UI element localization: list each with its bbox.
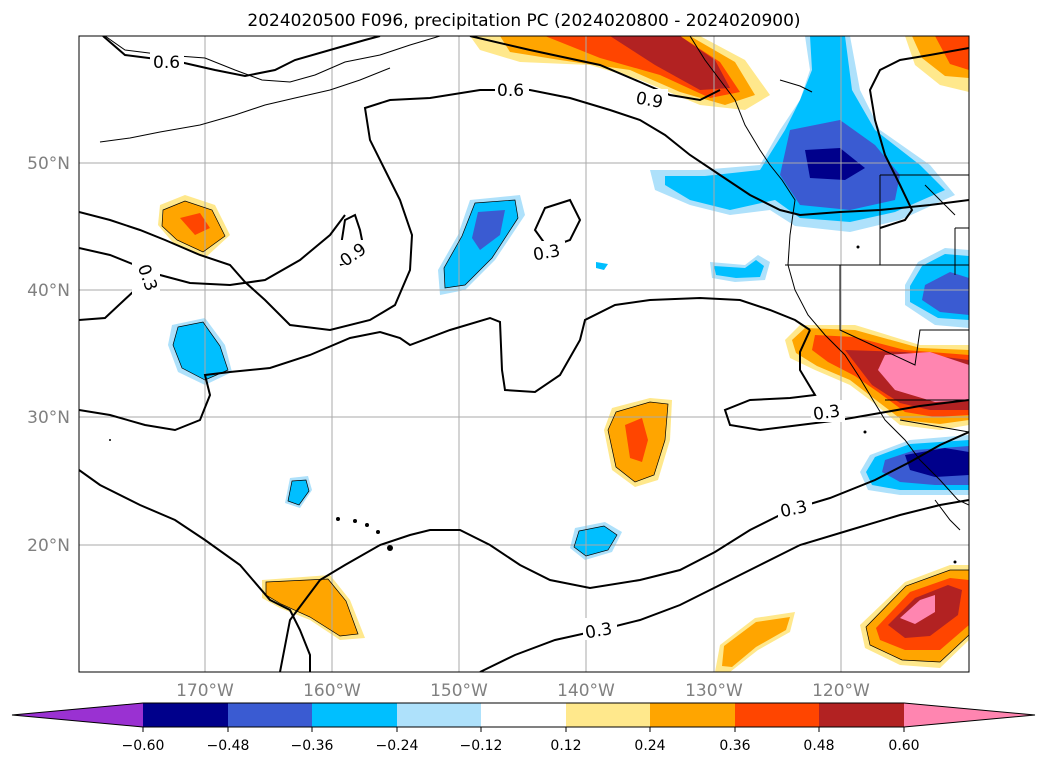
map-content: 0.6 0.6 0.9 0.9 0.3 0.3 0.3 0.3 0.3 [79,36,969,672]
colorbar-segment [312,703,397,727]
positive-region [935,36,969,70]
lon-label: 170°W [176,681,234,701]
lon-label: 150°W [430,681,488,701]
colorbar-tick-label: 0.12 [550,738,581,754]
fill-outlines [161,199,969,663]
colorbar-segment [566,703,650,727]
colorbar-tick-label: −0.12 [460,738,503,754]
contour-label: 0.6 [497,81,524,101]
positive-region [610,36,730,90]
lon-label: 140°W [557,681,615,701]
contour-lines [79,36,969,672]
positive-region [878,352,969,402]
positive-region [180,213,210,235]
lon-label: 120°W [812,681,870,701]
colorbar-tick-label: 0.60 [888,738,919,754]
contour-label: 0.3 [584,619,614,643]
lat-label: 40°N [27,281,70,301]
colorbar-tick-labels: −0.60 −0.48 −0.36 −0.24 −0.12 0.12 0.24 … [122,738,920,754]
positive-region [722,617,790,667]
positive-region [900,595,935,624]
colorbar-segment [650,703,735,727]
contour-label: 0.3 [812,401,842,425]
colorbar-tick-label: 0.24 [634,738,665,754]
colorbar-tick-label: −0.24 [376,738,419,754]
latitude-labels: 50°N 40°N 30°N 20°N [27,154,70,556]
colorbar-segment [735,703,819,727]
positive-region [625,418,648,462]
contour-label: 0.6 [153,53,180,73]
colorbar-segment [143,703,228,727]
lon-label: 130°W [685,681,743,701]
colorbar-tick-label: −0.60 [122,738,165,754]
lat-label: 20°N [27,536,70,556]
colorbar-segment [397,703,481,727]
colorbar-segment [228,703,312,727]
filled-anomalies [158,36,969,672]
negative-region [574,526,617,556]
contour-label: 0.9 [634,89,664,113]
lat-label: 30°N [27,408,70,428]
colorbar-tick-label: 0.48 [803,738,834,754]
negative-region [288,480,309,505]
colorbar-segment [819,703,904,727]
longitude-labels: 170°W 160°W 150°W 140°W 130°W 120°W [176,681,870,701]
negative-region [173,322,228,380]
negative-region [922,272,969,315]
colorbar-segment [481,703,566,727]
map-frame [78,35,970,673]
negative-region [714,260,764,278]
colorbar-tick-label: −0.36 [291,738,334,754]
lon-label: 160°W [303,681,361,701]
colorbar-ticks [142,727,905,732]
colorbar-high-extension [904,703,1035,727]
colorbar-tick-label: −0.48 [207,738,250,754]
graticule [79,36,969,672]
negative-region [472,210,505,250]
islands [109,245,957,564]
figure-title: 2024020500 F096, precipitation PC (20240… [247,11,800,31]
positive-region [266,579,358,636]
colorbar-low-extension [12,703,143,727]
negative-region [805,148,865,180]
colorbar-tick-label: 0.36 [719,738,750,754]
colorbar: −0.60 −0.48 −0.36 −0.24 −0.12 0.12 0.24 … [11,702,1036,754]
contour-label: 0.3 [532,241,562,265]
lat-label: 50°N [27,154,70,174]
negative-region [596,262,608,270]
